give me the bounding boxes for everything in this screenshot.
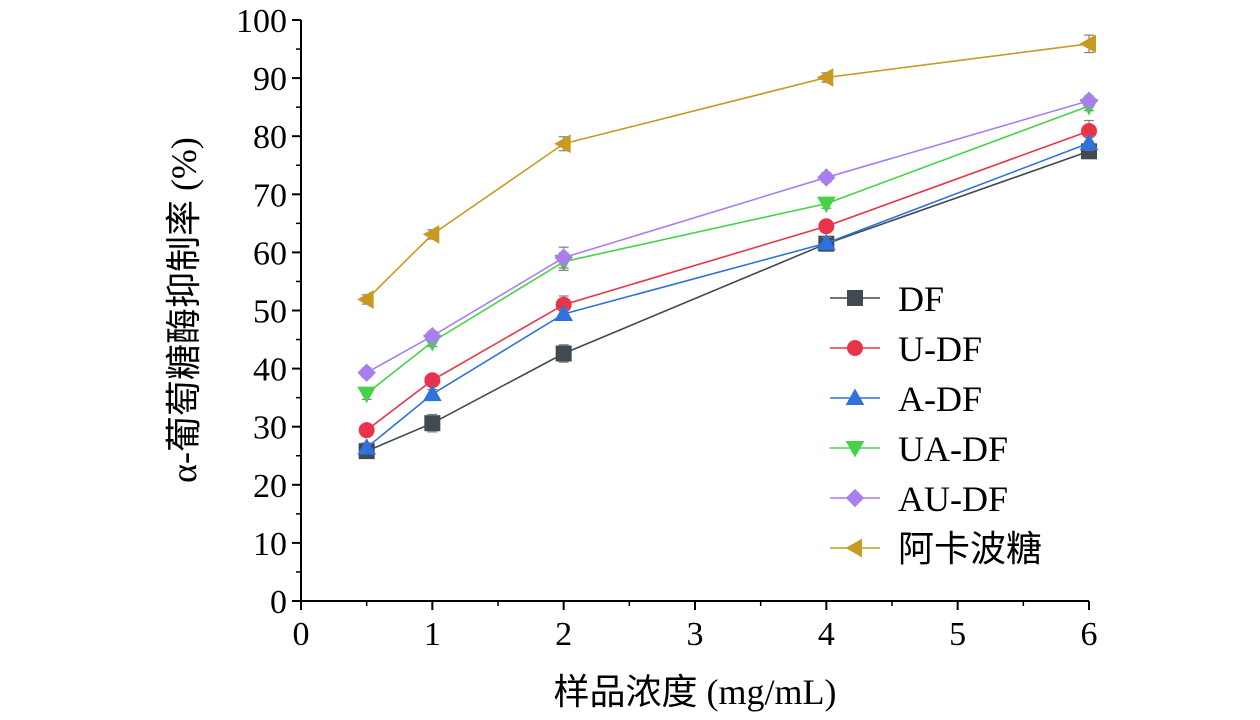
x-tick-label: 1 [424, 616, 441, 653]
y-axis-title: α-葡萄糖酶抑制率 (%) [164, 137, 204, 483]
data-point [816, 68, 834, 87]
y-tick-label: 20 [253, 468, 287, 505]
data-point [1079, 34, 1096, 54]
legend-item-5: AU-DF [830, 479, 1008, 519]
x-tick-label: 5 [949, 616, 966, 653]
series-1 [358, 143, 1097, 460]
x-tick-label: 6 [1081, 616, 1098, 653]
legend-label: U-DF [898, 329, 982, 369]
data-point [422, 384, 442, 402]
y-tick-label: 90 [253, 61, 287, 98]
legend-label: DF [898, 279, 944, 319]
y-tick-label: 50 [253, 294, 287, 331]
x-tick-label: 3 [687, 616, 704, 653]
data-point [423, 326, 442, 346]
x-tick-label: 2 [555, 616, 572, 653]
data-point [554, 248, 573, 267]
legend-marker [845, 538, 862, 558]
data-point [357, 290, 374, 309]
y-tick-label: 100 [236, 3, 287, 40]
data-point [357, 363, 376, 382]
data-point [817, 168, 836, 187]
y-tick-label: 80 [253, 119, 287, 156]
data-point [554, 134, 571, 154]
series-6 [357, 34, 1096, 309]
y-tick-label: 60 [253, 235, 287, 272]
series-3 [357, 133, 1099, 455]
x-tick-label: 4 [818, 616, 835, 653]
y-tick-label: 40 [253, 352, 287, 389]
legend-item-3: A-DF [830, 379, 982, 419]
y-tick-label: 0 [270, 584, 287, 621]
data-point [555, 345, 572, 362]
legend-marker [847, 290, 863, 306]
series-5 [357, 91, 1099, 382]
series-line [366, 43, 1090, 301]
legend-label: A-DF [898, 379, 982, 419]
legend-marker [847, 340, 863, 356]
x-axis-title: 样品浓度 (mg/mL) [554, 672, 837, 712]
series-4 [357, 98, 1099, 404]
legend: DF U-DF A-DF UA-DF AU-DF 阿卡波糖 [830, 279, 1042, 569]
data-point [357, 438, 377, 455]
legend-marker [845, 388, 865, 405]
legend-item-6: 阿卡波糖 [830, 529, 1042, 569]
data-point [422, 225, 440, 244]
data-point [816, 196, 836, 214]
y-tick-label: 70 [253, 177, 287, 214]
series-layer [357, 34, 1099, 460]
legend-item-4: UA-DF [830, 429, 1008, 469]
legend-label: 阿卡波糖 [898, 529, 1042, 569]
data-point [816, 233, 836, 251]
data-point [554, 304, 574, 321]
legend-marker [845, 488, 865, 508]
series-2 [358, 119, 1097, 439]
data-point [357, 386, 377, 404]
legend-label: UA-DF [898, 429, 1008, 469]
y-tick-label: 10 [253, 526, 287, 563]
data-point [424, 415, 441, 432]
legend-item-1: DF [830, 279, 944, 319]
legend-item-2: U-DF [830, 329, 982, 369]
legend-label: AU-DF [898, 479, 1008, 519]
data-point [1079, 91, 1099, 110]
y-tick-label: 30 [253, 410, 287, 447]
data-point [818, 218, 835, 235]
data-point [358, 422, 375, 439]
data-point [1079, 133, 1099, 151]
legend-marker [845, 441, 865, 458]
x-tick-label: 0 [293, 616, 310, 653]
